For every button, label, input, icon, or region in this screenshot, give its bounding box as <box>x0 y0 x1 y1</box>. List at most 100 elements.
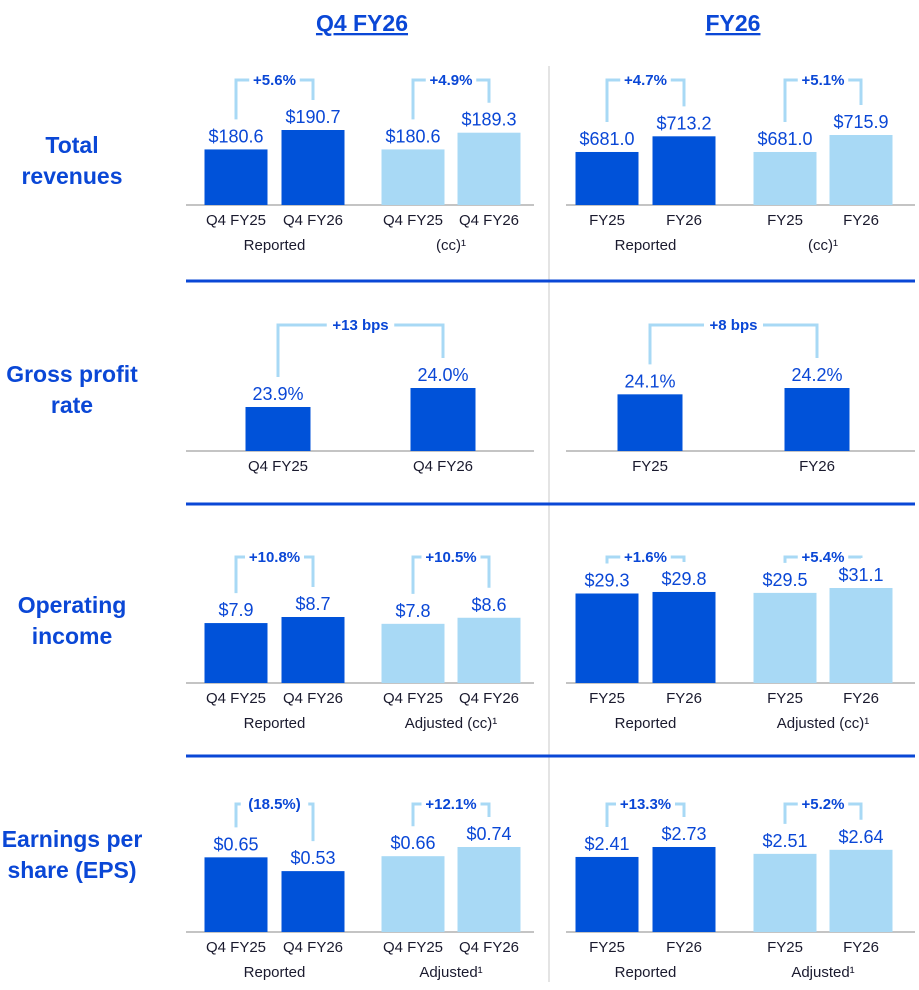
bar-value-label: $715.9 <box>833 112 888 132</box>
change-label: +10.5% <box>425 549 476 566</box>
change-label-bg <box>249 70 300 90</box>
row-label: Earnings per <box>2 826 143 852</box>
change-label-bg <box>620 547 671 567</box>
bar-value-label: $2.64 <box>838 827 883 847</box>
bar <box>829 849 893 932</box>
category-label: FY26 <box>666 690 702 707</box>
group-label: (cc)¹ <box>808 237 838 254</box>
change-label-bg <box>245 547 304 567</box>
category-label: FY25 <box>589 212 625 229</box>
row-label: income <box>32 623 113 649</box>
bar <box>381 856 445 932</box>
category-label: Q4 FY25 <box>383 212 443 229</box>
bar-value-label: $681.0 <box>757 129 812 149</box>
change-label: +5.4% <box>802 549 845 566</box>
change-label-bg <box>425 70 477 90</box>
category-label: Q4 FY26 <box>459 690 519 707</box>
category-label: Q4 FY25 <box>206 690 266 707</box>
row-label: Operating <box>18 592 127 618</box>
bar-value-label: $8.6 <box>471 595 506 615</box>
bar-value-label: $0.74 <box>466 824 511 844</box>
bar-value-label: $29.5 <box>762 570 807 590</box>
bar-value-label: 23.9% <box>252 384 303 404</box>
bar-value-label: $713.2 <box>656 113 711 133</box>
group-label: Adjusted¹ <box>791 964 854 981</box>
change-label-bg <box>616 794 675 814</box>
change-label-bg <box>326 315 395 335</box>
bar <box>281 871 345 932</box>
category-label: Q4 FY25 <box>383 939 443 956</box>
change-label: +8 bps <box>710 317 758 334</box>
change-label-bg <box>797 70 849 90</box>
group-label: Reported <box>244 964 306 981</box>
category-label: FY26 <box>666 939 702 956</box>
header-fy26: FY26 <box>706 10 761 36</box>
bar <box>617 394 683 451</box>
category-label: Q4 FY26 <box>413 458 473 475</box>
category-label: Q4 FY25 <box>206 212 266 229</box>
group-label: Reported <box>615 237 677 254</box>
change-label: +12.1% <box>425 796 476 813</box>
change-label-bg <box>704 315 763 335</box>
row-label: Gross profit <box>6 361 138 387</box>
category-label: Q4 FY26 <box>459 939 519 956</box>
bar-value-label: $2.51 <box>762 831 807 851</box>
bar <box>575 856 639 932</box>
change-label: +1.6% <box>624 549 667 566</box>
bar-value-label: 24.1% <box>624 371 675 391</box>
change-label-bg <box>797 794 849 814</box>
group-label: Adjusted (cc)¹ <box>405 715 498 732</box>
category-label: FY25 <box>589 690 625 707</box>
row-label: Total <box>45 132 98 158</box>
category-label: FY26 <box>843 212 879 229</box>
change-label: +4.9% <box>430 72 473 89</box>
category-label: Q4 FY26 <box>283 690 343 707</box>
group-label: Adjusted (cc)¹ <box>777 715 870 732</box>
category-label: Q4 FY25 <box>248 458 308 475</box>
bar <box>753 853 817 932</box>
bar <box>457 847 521 932</box>
category-label: FY25 <box>767 212 803 229</box>
bar <box>381 623 445 683</box>
category-label: Q4 FY26 <box>283 212 343 229</box>
bar-value-label: $0.65 <box>213 834 258 854</box>
category-label: FY26 <box>799 458 835 475</box>
change-label: +13.3% <box>620 796 671 813</box>
bar-value-label: $29.8 <box>661 569 706 589</box>
row-label: share (EPS) <box>7 857 136 883</box>
change-label-bg <box>797 547 849 567</box>
bar <box>381 149 445 205</box>
bar <box>204 857 268 932</box>
change-label: +13 bps <box>332 317 388 334</box>
row-label: revenues <box>21 163 122 189</box>
bar <box>652 591 716 683</box>
category-label: Q4 FY25 <box>383 690 443 707</box>
category-label: Q4 FY26 <box>459 212 519 229</box>
change-label: +4.7% <box>624 72 667 89</box>
bar <box>457 617 521 683</box>
change-label: +5.6% <box>253 72 296 89</box>
bar <box>829 135 893 205</box>
bar <box>410 388 476 451</box>
bar <box>829 588 893 683</box>
category-label: FY25 <box>767 690 803 707</box>
bar <box>281 617 345 683</box>
bar-value-label: $31.1 <box>838 565 883 585</box>
change-label-bg <box>421 547 481 567</box>
bar <box>753 151 817 205</box>
group-label: Adjusted¹ <box>419 964 482 981</box>
bar <box>753 592 817 683</box>
category-label: Q4 FY26 <box>283 939 343 956</box>
change-label: +5.1% <box>802 72 845 89</box>
category-label: Q4 FY25 <box>206 939 266 956</box>
bar-value-label: $189.3 <box>461 110 516 130</box>
group-label: Reported <box>244 237 306 254</box>
bar <box>575 593 639 683</box>
bar <box>784 388 850 451</box>
change-label: +10.8% <box>249 549 300 566</box>
bar-value-label: $7.9 <box>218 600 253 620</box>
bar <box>457 132 521 205</box>
bar-value-label: $180.6 <box>208 126 263 146</box>
change-label-bg <box>240 794 309 814</box>
